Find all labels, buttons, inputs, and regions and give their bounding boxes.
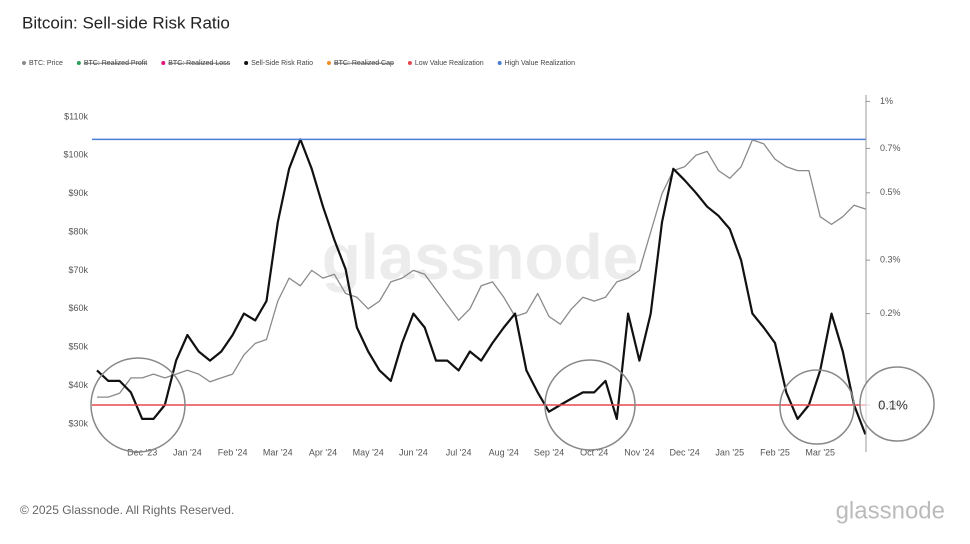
y2-tick-label: 0.5% — [880, 187, 901, 197]
legend-marker — [244, 61, 249, 65]
y2-tick-label: 1% — [880, 96, 893, 106]
highlight-circle — [779, 369, 855, 445]
footer: © 2025 Glassnode. All Rights Reserved. — [20, 503, 234, 517]
legend-label: BTC: Realized Profit — [84, 60, 147, 67]
legend-marker — [407, 61, 412, 65]
y-tick-label: $90k — [68, 188, 88, 198]
legend-marker — [22, 61, 26, 65]
x-tick-label: Feb '24 — [218, 447, 248, 457]
highlight-circle — [544, 359, 636, 451]
legend-marker — [497, 61, 502, 65]
y-tick-label: $50k — [68, 342, 88, 352]
y2-tick-label: 0.7% — [880, 143, 901, 153]
y-tick-label: $100k — [63, 150, 88, 160]
highlight-circle — [90, 357, 186, 453]
legend-label: Sell-Side Risk Ratio — [251, 60, 313, 67]
x-tick-label: Feb '25 — [760, 447, 790, 457]
legend-label: Low Value Realization — [415, 60, 484, 67]
legend-label: BTC: Price — [29, 60, 63, 67]
legend-label: High Value Realization — [505, 60, 575, 67]
x-tick-label: Aug '24 — [489, 447, 519, 457]
series-line — [97, 139, 866, 398]
x-tick-label: Nov '24 — [624, 447, 654, 457]
annotation: 0.1% — [878, 397, 908, 412]
x-tick-label: Jul '24 — [446, 447, 472, 457]
legend-marker — [326, 61, 331, 65]
plot: $30k $40k $50k $60k $70k $80k $90k $100k $110k 0.… — [63, 96, 900, 458]
x-tick-label: Jan '25 — [715, 447, 744, 457]
x-tick-label: Mar '25 — [805, 447, 835, 457]
y-tick-label: $30k — [68, 418, 88, 428]
x-tick-label: May '24 — [353, 447, 384, 457]
series-line — [96, 138, 867, 435]
legend-marker — [76, 61, 81, 65]
y2-tick-label: 0.3% — [880, 255, 901, 265]
x-tick-label: Mar '24 — [263, 447, 293, 457]
watermark: glassnode — [322, 221, 639, 293]
y-tick-label: $60k — [68, 303, 88, 313]
legend-label: BTC: Realized Loss — [168, 60, 230, 67]
logo: glassnode — [836, 497, 945, 524]
chart-title: Bitcoin: Sell-side Risk Ratio — [22, 13, 230, 32]
x-tick-label: Jan '24 — [173, 447, 202, 457]
x-tick-label: Apr '24 — [309, 447, 337, 457]
y-tick-label: $40k — [68, 380, 88, 390]
legend-label: BTC: Realized Cap — [334, 60, 394, 67]
y2-tick-label: 0.2% — [880, 308, 901, 318]
x-tick-label: Oct '24 — [580, 447, 608, 457]
y-tick-label: $70k — [68, 265, 88, 275]
highlight-circle — [859, 366, 935, 442]
x-tick-label: Jun '24 — [399, 447, 428, 457]
x-tick-label: Sep '24 — [534, 447, 564, 457]
legend-marker — [161, 61, 166, 65]
y-tick-label: $110k — [64, 111, 88, 121]
y-tick-label: $80k — [68, 226, 88, 236]
x-tick-label: Dec '24 — [669, 447, 699, 457]
